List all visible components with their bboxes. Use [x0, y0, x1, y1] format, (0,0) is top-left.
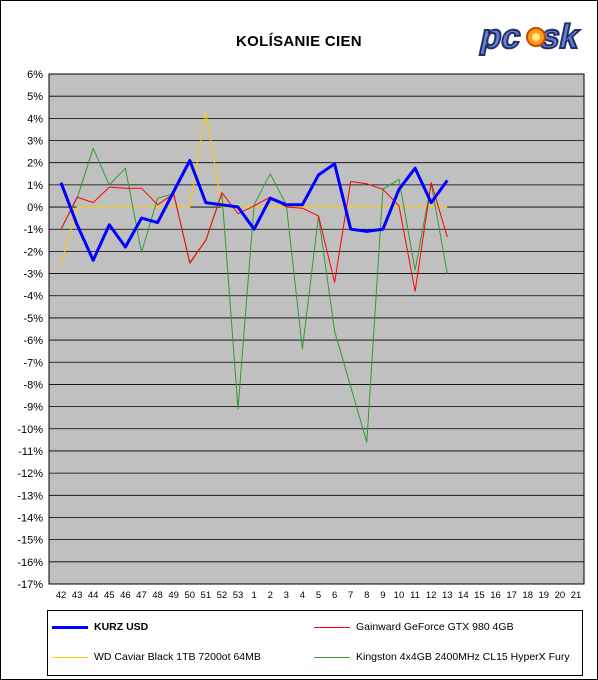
legend-item-wd-caviar: WD Caviar Black 1TB 7200ot 64MB	[52, 649, 261, 665]
x-tick-label: 20	[555, 590, 566, 601]
y-tick-label: 0%	[27, 202, 43, 214]
y-tick-label: -4%	[23, 291, 43, 303]
legend-label: KURZ USD	[94, 621, 149, 633]
x-tick-label: 18	[522, 590, 533, 601]
x-tick-label: 4	[300, 590, 305, 601]
y-tick-label: -16%	[17, 557, 43, 569]
series-line-kurz-usd	[59, 159, 449, 262]
x-tick-label: 17	[506, 590, 517, 601]
y-tick-label: -2%	[23, 246, 43, 258]
legend-label: WD Caviar Black 1TB 7200ot 64MB	[94, 651, 261, 663]
x-tick-label: 49	[168, 590, 179, 601]
x-axis-labels: 42 43 44 45 46 47 48 49 50 51 52 53 1 2 3 4 5 6 7 8 9 10 11 12 1…	[56, 590, 582, 601]
legend-item-kurz-usd: KURZ USD	[52, 619, 148, 635]
x-tick-label: 8	[364, 590, 369, 601]
pcosk-logo: pc sk	[478, 17, 585, 56]
y-tick-label: -5%	[23, 313, 43, 325]
x-tick-label: 53	[233, 590, 244, 601]
y-tick-label: 3%	[27, 136, 43, 148]
x-tick-label: 45	[104, 590, 115, 601]
y-tick-label: 4%	[27, 113, 43, 125]
legend-swatch	[52, 625, 88, 629]
x-tick-label: 48	[152, 590, 163, 601]
y-tick-label: -9%	[23, 402, 43, 414]
y-tick-label: -14%	[17, 512, 43, 524]
y-tick-label: -1%	[23, 224, 43, 236]
x-tick-label: 12	[426, 590, 437, 601]
legend-item-gainward: Gainward GeForce GTX 980 4GB	[314, 619, 514, 635]
x-tick-label: 6	[332, 590, 337, 601]
x-tick-label: 10	[394, 590, 405, 601]
series-lines	[59, 111, 449, 443]
y-tick-label: 2%	[27, 158, 43, 170]
x-tick-label: 14	[458, 590, 469, 601]
x-tick-label: 50	[184, 590, 195, 601]
x-tick-label: 21	[571, 590, 582, 601]
x-tick-label: 43	[72, 590, 83, 601]
y-tick-label: -12%	[17, 468, 43, 480]
x-tick-label: 1	[251, 590, 256, 601]
legend-swatch	[52, 656, 88, 658]
x-tick-label: 46	[120, 590, 131, 601]
y-axis-labels: 6% 5% 4% 3% 2% 1% 0% -1% -2% -3% -4% -5% -6% -7% -8% -9…	[17, 69, 43, 591]
y-tick-label: -7%	[23, 357, 43, 369]
x-tick-label: 3	[284, 590, 289, 601]
x-tick-label: 13	[442, 590, 453, 601]
x-tick-label: 52	[217, 590, 228, 601]
y-tick-label: -17%	[17, 579, 43, 591]
y-tick-label: 5%	[27, 91, 43, 103]
legend-item-kingston: Kingston 4x4GB 2400MHz CL15 HyperX Fury	[314, 649, 570, 665]
plot-area	[48, 73, 585, 585]
y-tick-label: -13%	[17, 490, 43, 502]
x-tick-label: 42	[56, 590, 67, 601]
y-tick-label: -15%	[17, 535, 43, 547]
y-tick-label: -3%	[23, 269, 43, 281]
y-tick-label: 6%	[27, 69, 43, 81]
x-tick-label: 19	[539, 590, 550, 601]
x-tick-label: 15	[474, 590, 485, 601]
y-tick-label: -10%	[17, 424, 43, 436]
series-line-gainward-geforce-gtx-980-4gb	[60, 181, 448, 292]
x-tick-label: 11	[410, 590, 420, 601]
chart-title: KOLÍSANIE CIEN	[236, 33, 362, 50]
y-tick-label: 1%	[27, 180, 43, 192]
x-tick-label: 2	[268, 590, 273, 601]
x-tick-label: 7	[348, 590, 353, 601]
x-tick-label: 44	[88, 590, 99, 601]
legend-swatch	[314, 656, 350, 658]
legend-label: Gainward GeForce GTX 980 4GB	[356, 621, 514, 633]
x-tick-label: 16	[490, 590, 501, 601]
y-tick-label: -8%	[23, 379, 43, 391]
legend-label: Kingston 4x4GB 2400MHz CL15 HyperX Fury	[356, 651, 570, 663]
legend-swatch	[314, 626, 350, 628]
x-tick-label: 47	[136, 590, 147, 601]
x-tick-label: 5	[316, 590, 321, 601]
svg-text:pc: pc	[478, 18, 525, 56]
line-chart: 6% 5% 4% 3% 2% 1% 0% -1% -2% -3% -4% -5% -6% -7% -8% -9…	[17, 69, 585, 601]
x-tick-label: 51	[201, 590, 212, 601]
y-tick-label: -6%	[23, 335, 43, 347]
x-tick-label: 9	[380, 590, 385, 601]
legend: KURZ USD Gainward GeForce GTX 980 4GB WD…	[47, 610, 583, 676]
y-tick-label: -11%	[18, 446, 43, 458]
